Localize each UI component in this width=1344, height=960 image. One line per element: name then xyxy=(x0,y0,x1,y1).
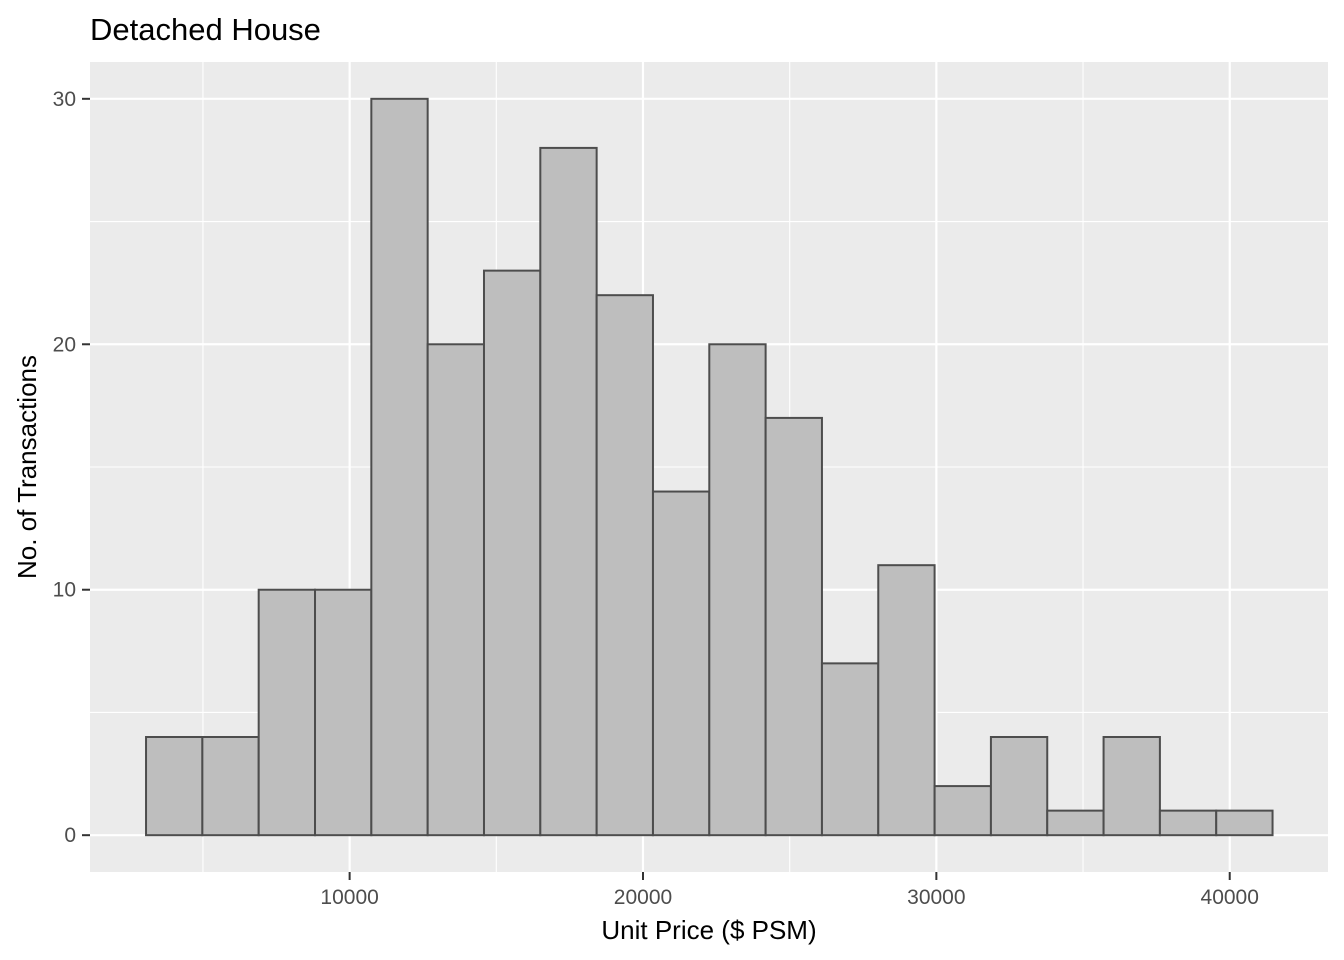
chart-title: Detached House xyxy=(90,12,321,47)
y-tick-label: 10 xyxy=(53,579,76,602)
histogram-bar xyxy=(426,343,485,837)
y-axis: 0 10 20 30 xyxy=(53,88,90,847)
x-tick-label: 30000 xyxy=(907,886,965,909)
x-tick-label: 20000 xyxy=(614,886,672,909)
histogram-bar xyxy=(257,588,317,837)
x-axis-title: Unit Price ($ PSM) xyxy=(601,915,816,945)
histogram-bar xyxy=(651,490,711,837)
histogram-bar xyxy=(1215,809,1274,837)
histogram-bar xyxy=(1158,809,1218,837)
histogram-bar xyxy=(314,588,373,837)
histogram-bar xyxy=(933,785,992,837)
histogram-bar xyxy=(820,662,880,837)
histogram-bar xyxy=(1046,809,1105,837)
histogram-bar xyxy=(370,97,429,837)
histogram-bar xyxy=(145,736,204,837)
x-tick-label: 40000 xyxy=(1201,886,1259,909)
histogram-bar xyxy=(482,269,542,837)
histogram-bar xyxy=(539,146,598,837)
y-tick-label: 30 xyxy=(53,88,76,111)
y-tick-label: 20 xyxy=(53,333,76,356)
y-tick-label: 0 xyxy=(64,824,76,847)
histogram-bar xyxy=(764,416,823,837)
histogram-bar xyxy=(201,736,260,837)
y-axis-title: No. of Transactions xyxy=(12,355,42,579)
histogram-bar xyxy=(595,294,654,837)
histogram-bar xyxy=(877,564,936,837)
histogram-bar xyxy=(989,736,1049,837)
x-axis: 10000 20000 30000 40000 xyxy=(320,872,1259,909)
x-tick-label: 10000 xyxy=(320,886,378,909)
histogram-bar xyxy=(708,343,767,837)
histogram-bars xyxy=(145,97,1274,837)
histogram-bar xyxy=(1102,736,1161,837)
